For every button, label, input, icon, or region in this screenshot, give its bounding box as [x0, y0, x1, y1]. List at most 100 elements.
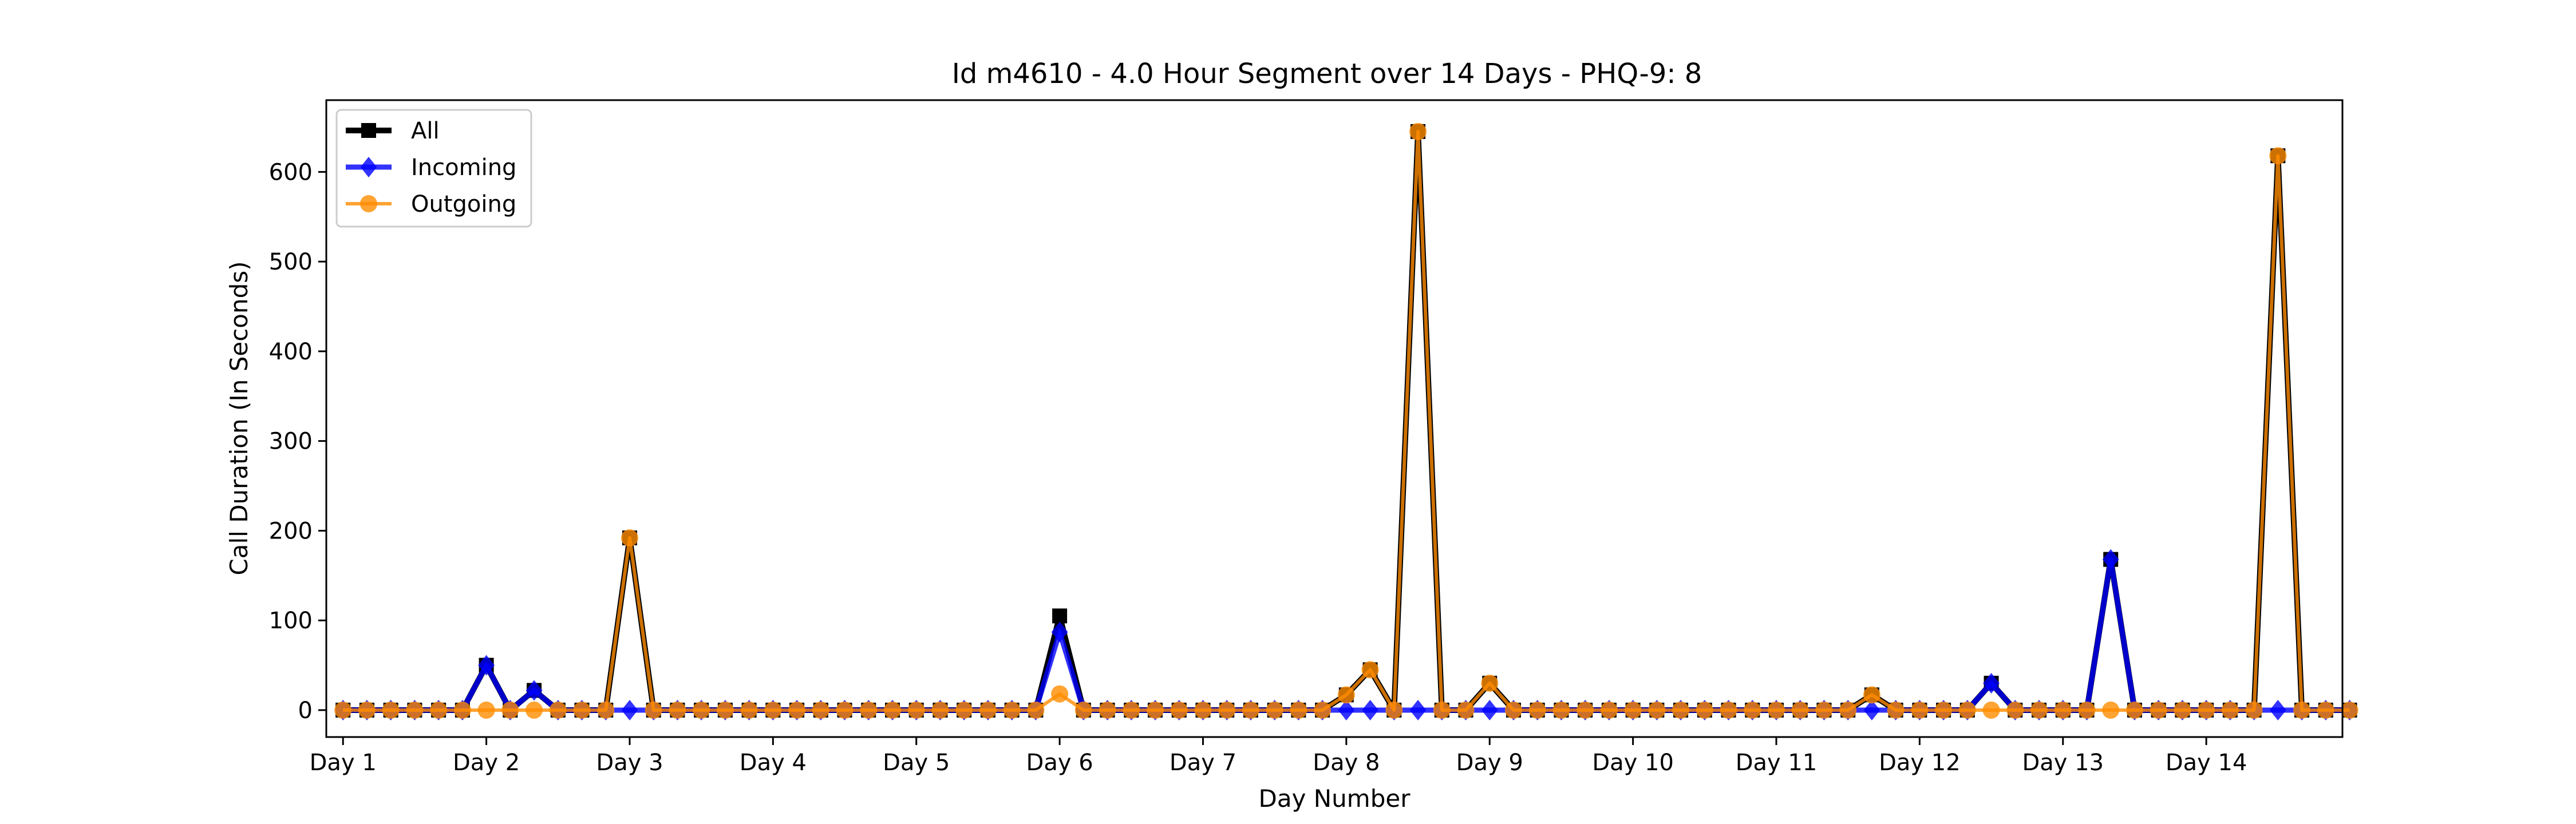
- data-point-outgoing: [693, 701, 710, 719]
- data-point-outgoing: [1051, 685, 1069, 703]
- data-point-outgoing: [1720, 701, 1737, 719]
- x-tick-label: Day 2: [453, 750, 520, 776]
- data-point-incoming: [1409, 699, 1427, 720]
- data-point-outgoing: [526, 701, 543, 719]
- data-point-outgoing: [1481, 674, 1499, 692]
- data-point-incoming: [2269, 699, 2286, 720]
- legend-entry-all: All: [346, 118, 440, 144]
- x-tick-label: Day 12: [1879, 750, 1961, 776]
- data-point-outgoing: [1266, 701, 1283, 719]
- data-point-outgoing: [645, 701, 662, 719]
- legend-label: All: [411, 118, 440, 144]
- data-point-outgoing: [1648, 701, 1666, 719]
- x-tick-label: Day 8: [1313, 750, 1380, 776]
- data-point-outgoing: [1887, 701, 1905, 719]
- data-point-outgoing: [2293, 701, 2311, 719]
- data-point-outgoing: [2174, 701, 2191, 719]
- data-point-outgoing: [2078, 701, 2096, 719]
- data-point-outgoing: [1074, 701, 1092, 719]
- data-point-outgoing: [2054, 701, 2072, 719]
- y-tick-label: 0: [298, 698, 313, 724]
- data-point-outgoing: [1815, 701, 1833, 719]
- x-tick-label: Day 13: [2022, 750, 2104, 776]
- data-point-outgoing: [477, 701, 495, 719]
- x-tick-label: Day 7: [1170, 750, 1236, 776]
- x-axis: Day 1 Day 2 Day 3 Day 4 Day 5 Day 6 Day 7 Day 8…: [310, 737, 2247, 776]
- data-point-outgoing: [1314, 701, 1332, 719]
- x-tick-label: Day 3: [596, 750, 663, 776]
- x-tick-label: Day 6: [1026, 750, 1093, 776]
- data-point-outgoing: [1958, 701, 1976, 719]
- legend-marker: [360, 195, 377, 212]
- x-axis-label: Day Number: [1258, 785, 1411, 813]
- data-point-outgoing: [1624, 701, 1642, 719]
- data-point-outgoing: [1504, 701, 1522, 719]
- plot-frame: [325, 99, 2344, 738]
- data-point-incoming: [1481, 699, 1498, 720]
- data-point-outgoing: [812, 701, 829, 719]
- y-tick-label: 100: [269, 608, 313, 634]
- data-point-outgoing: [1839, 701, 1857, 719]
- legend-entry-outgoing: Outgoing: [346, 191, 516, 217]
- data-point-outgoing: [1672, 701, 1690, 719]
- x-tick-label: Day 5: [883, 750, 950, 776]
- data-point-outgoing: [1027, 701, 1045, 719]
- data-point-outgoing: [1003, 701, 1021, 719]
- data-point-outgoing: [1552, 701, 1570, 719]
- data-point-outgoing: [1696, 701, 1713, 719]
- y-tick-label: 300: [269, 429, 313, 455]
- data-point-incoming: [2102, 549, 2119, 570]
- data-point-outgoing: [1791, 701, 1809, 719]
- data-point-outgoing: [669, 701, 686, 719]
- data-point-outgoing: [2102, 701, 2120, 719]
- x-tick-label: Day 1: [310, 750, 377, 776]
- legend-box: [335, 109, 532, 228]
- data-point-outgoing: [2317, 701, 2334, 719]
- y-tick-label: 200: [269, 518, 313, 544]
- data-point-outgoing: [1577, 701, 1594, 719]
- data-point-outgoing: [1457, 701, 1475, 719]
- legend-entry-incoming: Incoming: [346, 154, 516, 181]
- data-point-outgoing: [1528, 701, 1546, 719]
- x-tick-label: Day 14: [2166, 750, 2247, 776]
- data-point-outgoing: [836, 701, 854, 719]
- data-point-outgoing: [1123, 701, 1140, 719]
- data-point-outgoing: [2030, 701, 2048, 719]
- data-point-outgoing: [1194, 701, 1212, 719]
- data-point-outgoing: [453, 701, 471, 719]
- data-point-outgoing: [883, 701, 901, 719]
- y-tick-label: 600: [269, 159, 313, 185]
- data-point-outgoing: [955, 701, 973, 719]
- x-tick-label: Day 11: [1736, 750, 1818, 776]
- data-point-outgoing: [2269, 147, 2287, 165]
- data-point-outgoing: [621, 529, 638, 546]
- data-point-outgoing: [1409, 122, 1427, 140]
- data-point-outgoing: [979, 701, 997, 719]
- data-point-outgoing: [1290, 701, 1307, 719]
- data-point-outgoing: [788, 701, 806, 719]
- y-tick-label: 400: [269, 339, 313, 365]
- chart-title: Id m4610 - 4.0 Hour Segment over 14 Days…: [952, 58, 1702, 90]
- data-point-outgoing: [334, 701, 352, 719]
- y-axis: 0 100 200 300 400 500 600: [269, 159, 326, 724]
- data-point-incoming: [1051, 621, 1068, 643]
- data-point-incoming: [526, 680, 543, 701]
- data-point-outgoing: [907, 701, 925, 719]
- data-point-outgoing: [1935, 701, 1953, 719]
- data-point-outgoing: [860, 701, 878, 719]
- data-point-outgoing: [2006, 701, 2024, 719]
- series-layer: [334, 122, 2358, 720]
- data-point-outgoing: [716, 701, 734, 719]
- data-point-incoming: [1362, 699, 1378, 720]
- data-point-outgoing: [2150, 701, 2167, 719]
- data-point-outgoing: [1744, 701, 1761, 719]
- data-point-outgoing: [740, 701, 758, 719]
- data-point-outgoing: [406, 701, 424, 719]
- data-point-incoming: [478, 655, 495, 676]
- data-point-outgoing: [2221, 701, 2239, 719]
- data-point-outgoing: [1600, 701, 1618, 719]
- x-tick-label: Day 4: [740, 750, 807, 776]
- data-point-incoming: [1338, 699, 1355, 720]
- y-tick-label: 500: [269, 249, 313, 275]
